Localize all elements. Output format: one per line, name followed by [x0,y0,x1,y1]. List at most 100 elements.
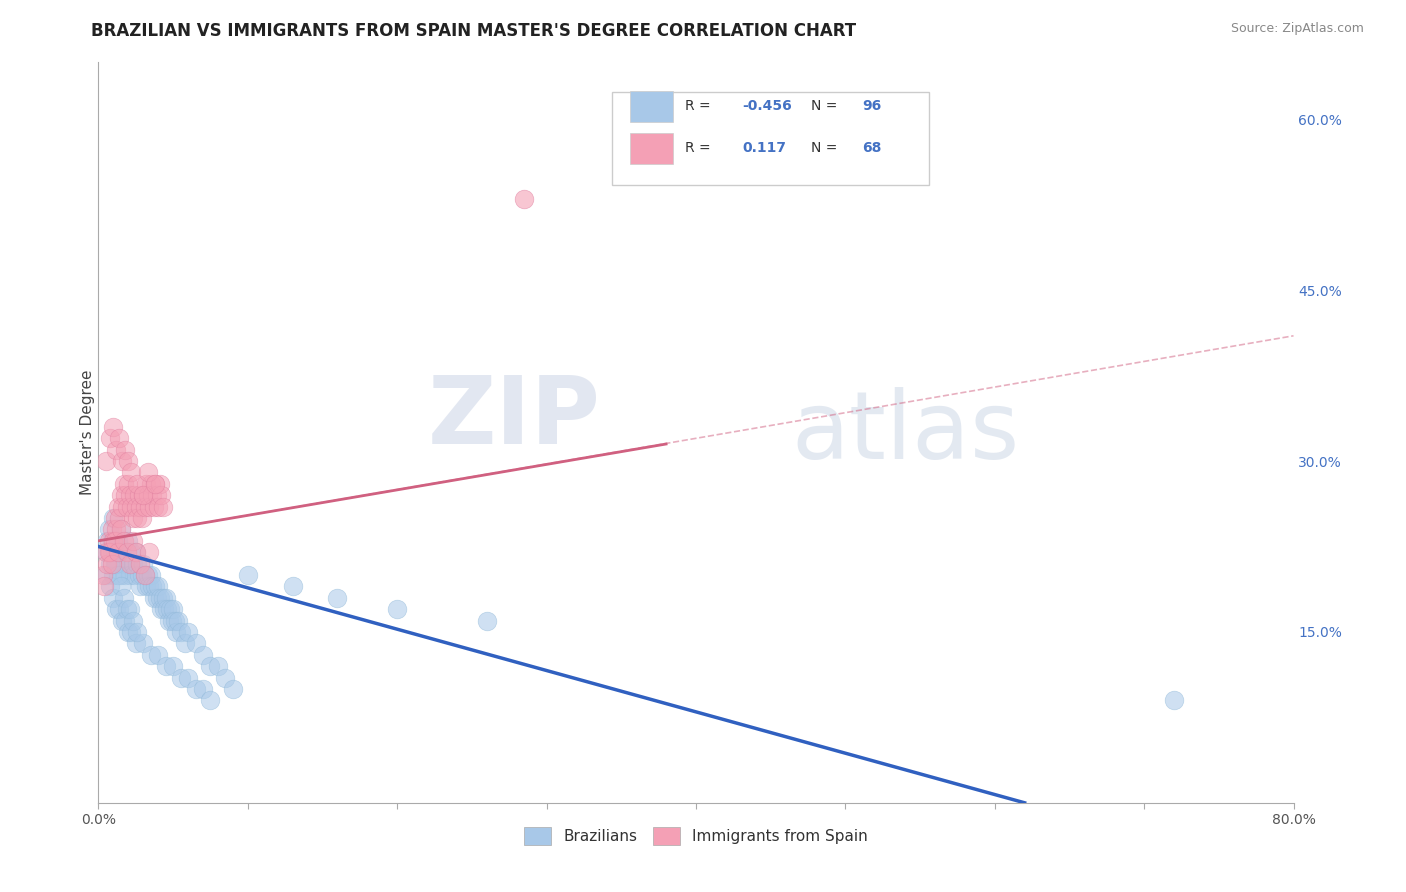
Text: atlas: atlas [792,386,1019,479]
Point [166,614,188,628]
Point [162,659,184,673]
Point [142,500,165,514]
Point [101,523,124,537]
Point [134,500,156,514]
Point [141,488,163,502]
Point [105,557,128,571]
Point [124,488,146,502]
Point [111,614,134,628]
Point [101,557,124,571]
Point [132,636,155,650]
Point [98,557,122,571]
Text: BRAZILIAN VS IMMIGRANTS FROM SPAIN MASTER'S DEGREE CORRELATION CHART: BRAZILIAN VS IMMIGRANTS FROM SPAIN MASTE… [91,22,856,40]
Point [104,557,127,571]
Point [177,624,200,639]
Point [1163,693,1185,707]
Point [152,500,174,514]
Point [97,533,120,548]
Point [214,671,236,685]
Point [160,614,183,628]
Point [475,614,498,628]
Point [125,545,148,559]
Point [118,488,141,502]
Point [120,624,142,639]
Point [91,568,114,582]
Point [98,431,122,445]
Point [107,500,129,514]
Point [98,579,122,593]
Point [129,579,152,593]
Point [128,488,150,502]
Point [115,500,138,514]
Point [129,500,152,514]
Point [97,545,120,559]
Point [121,557,143,571]
Point [98,545,122,559]
Point [163,614,186,628]
Point [131,568,153,582]
Point [104,511,127,525]
Point [150,602,173,616]
Point [117,533,139,548]
Point [111,454,134,468]
Text: Source: ZipAtlas.com: Source: ZipAtlas.com [1230,22,1364,36]
Point [120,545,142,559]
Point [97,523,120,537]
Point [114,568,136,582]
Point [115,545,138,559]
Point [118,568,141,582]
Point [148,500,170,514]
Point [200,693,222,707]
Point [236,568,259,582]
Point [103,591,125,605]
Point [121,533,143,548]
Point [200,659,222,673]
Text: N =: N = [811,141,841,155]
Text: -0.456: -0.456 [742,99,793,113]
Point [191,681,214,696]
Point [138,545,160,559]
Point [174,636,197,650]
Point [125,636,148,650]
Point [112,476,135,491]
Point [105,442,128,457]
Point [159,602,181,616]
Point [138,579,160,593]
Point [139,476,162,491]
Point [138,500,160,514]
Text: R =: R = [685,99,716,113]
Point [110,568,132,582]
Point [117,557,139,571]
Point [114,442,136,457]
Point [96,557,118,571]
Point [145,488,167,502]
Point [134,568,156,582]
Point [112,533,135,548]
Point [136,488,159,502]
Point [141,579,163,593]
Point [127,624,149,639]
Y-axis label: Master's Degree: Master's Degree [80,370,94,495]
Point [101,533,124,548]
Point [165,624,187,639]
Point [136,466,159,480]
Point [117,624,139,639]
Point [129,557,152,571]
Point [118,602,141,616]
Point [125,500,148,514]
Point [149,476,172,491]
Point [135,476,157,491]
Point [115,602,138,616]
Point [207,659,229,673]
Point [107,568,129,582]
Point [101,545,124,559]
Text: ZIP: ZIP [427,372,600,464]
Point [110,579,132,593]
Point [143,476,166,491]
Point [112,557,135,571]
Point [148,579,170,593]
Point [117,454,139,468]
Point [149,591,172,605]
Point [157,614,180,628]
Point [96,533,118,548]
